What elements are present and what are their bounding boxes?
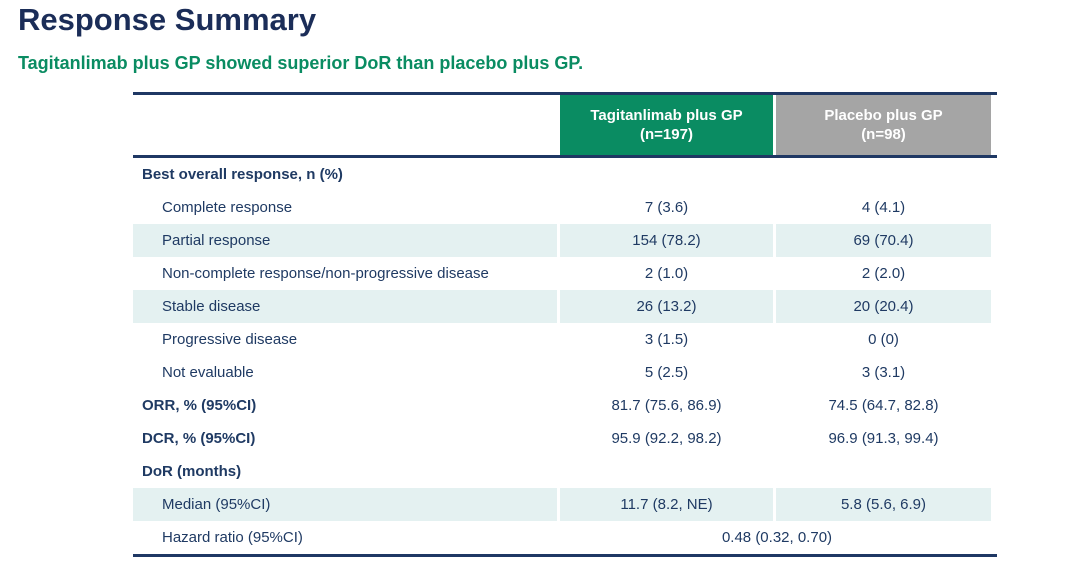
row-value-placebo: 96.9 (91.3, 99.4)	[773, 422, 991, 455]
table-row-orr: ORR, % (95%CI) 81.7 (75.6, 86.9) 74.5 (6…	[133, 389, 997, 422]
table-row-best-overall-response: Best overall response, n (%)	[133, 158, 997, 191]
row-value-tagitanlimab	[557, 158, 773, 191]
table-row-complete-response: Complete response 7 (3.6) 4 (4.1)	[133, 191, 997, 224]
row-value-placebo: 74.5 (64.7, 82.8)	[773, 389, 991, 422]
row-value-tagitanlimab: 5 (2.5)	[557, 356, 773, 389]
column-header-placebo: Placebo plus GP (n=98)	[773, 95, 991, 155]
row-value-placebo: 4 (4.1)	[773, 191, 991, 224]
row-value-tagitanlimab: 3 (1.5)	[557, 323, 773, 356]
row-value-tagitanlimab: 26 (13.2)	[557, 290, 773, 323]
page-subtitle: Tagitanlimab plus GP showed superior DoR…	[18, 53, 584, 73]
row-label: Median (95%CI)	[133, 488, 557, 521]
table-row-dor: DoR (months)	[133, 455, 997, 488]
row-label: Partial response	[133, 224, 557, 257]
row-value-placebo	[773, 455, 991, 488]
row-value-placebo: 69 (70.4)	[773, 224, 991, 257]
column-n: (n=197)	[640, 126, 693, 143]
row-label: Not evaluable	[162, 364, 254, 381]
table-row-median-dor: Median (95%CI) 11.7 (8.2, NE) 5.8 (5.6, …	[133, 488, 997, 521]
row-value-tagitanlimab: 95.9 (92.2, 98.2)	[557, 422, 773, 455]
column-name: Placebo plus GP	[824, 106, 943, 124]
response-summary-table: Tagitanlimab plus GP (n=197) Placebo plu…	[133, 92, 997, 557]
table-row-partial-response: Partial response 154 (78.2) 69 (70.4)	[133, 224, 997, 257]
row-value-placebo: 2 (2.0)	[773, 257, 991, 290]
row-label: Non-complete response/non-progressive di…	[162, 265, 489, 282]
row-value-tagitanlimab: 11.7 (8.2, NE)	[557, 488, 773, 521]
row-value-placebo	[773, 158, 991, 191]
column-n: (n=98)	[861, 126, 906, 143]
row-label: Hazard ratio (95%CI)	[162, 529, 303, 546]
row-label: ORR, % (95%CI)	[142, 397, 257, 414]
table-row-not-evaluable: Not evaluable 5 (2.5) 3 (3.1)	[133, 356, 997, 389]
row-label: Complete response	[162, 199, 293, 216]
table-row-dcr: DCR, % (95%CI) 95.9 (92.2, 98.2) 96.9 (9…	[133, 422, 997, 455]
row-label: Progressive disease	[162, 331, 298, 348]
row-value-placebo: 20 (20.4)	[773, 290, 991, 323]
row-value-placebo: 0 (0)	[773, 323, 991, 356]
row-value-placebo: 5.8 (5.6, 6.9)	[773, 488, 991, 521]
row-label: Best overall response, n (%)	[142, 166, 343, 183]
row-value-placebo: 3 (3.1)	[773, 356, 991, 389]
row-value-tagitanlimab: 2 (1.0)	[557, 257, 773, 290]
row-label: DCR, % (95%CI)	[142, 430, 256, 447]
table-row-progressive-disease: Progressive disease 3 (1.5) 0 (0)	[133, 323, 997, 356]
column-name: Tagitanlimab plus GP	[590, 106, 743, 124]
row-value-tagitanlimab: 154 (78.2)	[557, 224, 773, 257]
header-empty-cell	[133, 95, 557, 155]
page-title: Response Summary	[18, 2, 317, 37]
row-value-tagitanlimab	[557, 455, 773, 488]
table-row-hazard-ratio: Hazard ratio (95%CI) 0.48 (0.32, 0.70)	[133, 521, 997, 554]
table-row-non-complete-response: Non-complete response/non-progressive di…	[133, 257, 997, 290]
row-label: DoR (months)	[142, 463, 242, 480]
row-label: Stable disease	[133, 290, 557, 323]
column-header-tagitanlimab: Tagitanlimab plus GP (n=197)	[557, 95, 773, 155]
table-header-row: Tagitanlimab plus GP (n=197) Placebo plu…	[133, 95, 997, 158]
row-value-tagitanlimab: 81.7 (75.6, 86.9)	[557, 389, 773, 422]
table-row-stable-disease: Stable disease 26 (13.2) 20 (20.4)	[133, 290, 997, 323]
row-value-tagitanlimab: 7 (3.6)	[557, 191, 773, 224]
row-value-hazard-ratio: 0.48 (0.32, 0.70)	[557, 521, 994, 554]
